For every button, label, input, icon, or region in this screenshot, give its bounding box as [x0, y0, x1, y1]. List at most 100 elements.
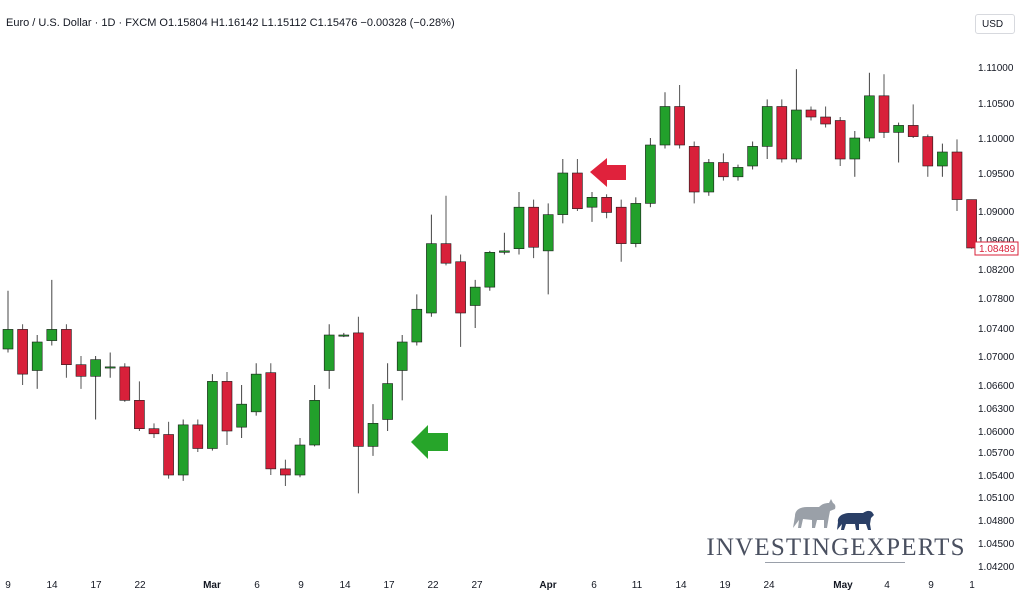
candle	[163, 421, 174, 479]
candle	[513, 192, 525, 255]
candle	[542, 203, 554, 295]
candle	[75, 356, 87, 389]
candle-body	[747, 146, 758, 167]
y-tick-label: 1.08200	[978, 265, 1015, 276]
y-tick-label: 1.06300	[978, 404, 1015, 415]
candle-body	[732, 167, 744, 178]
candle	[250, 363, 262, 416]
candle-body	[484, 252, 496, 288]
candle	[761, 99, 773, 159]
candle-body	[382, 383, 393, 420]
candle	[367, 404, 379, 456]
last-price-marker: 1.08489	[974, 241, 1019, 256]
last-price-box	[974, 241, 1019, 256]
x-tick-label: May	[833, 580, 853, 591]
candle-body	[601, 197, 612, 213]
x-tick-label: 6	[254, 580, 260, 591]
candle-body	[805, 109, 817, 118]
candle	[922, 134, 934, 177]
candle	[834, 117, 846, 166]
candle-body	[791, 109, 802, 160]
candle-body	[820, 116, 831, 125]
candle-body	[966, 199, 977, 249]
candle-body	[834, 120, 846, 160]
candle	[791, 69, 802, 163]
candles-layer	[2, 69, 977, 494]
x-tick-label: 9	[5, 580, 11, 591]
candle	[396, 335, 408, 401]
y-tick-label: 1.04800	[978, 516, 1015, 527]
candle	[2, 290, 14, 353]
candle-body	[688, 146, 700, 193]
candle-body	[119, 366, 131, 401]
candle-body	[61, 329, 72, 365]
candle	[61, 324, 72, 378]
candle-body	[148, 428, 160, 435]
x-tick-label: 19	[719, 580, 731, 591]
candle	[221, 371, 233, 445]
candle-body	[265, 372, 277, 470]
logo-underline	[765, 562, 905, 563]
x-tick-label: 17	[90, 580, 102, 591]
candle-body	[192, 424, 204, 449]
candle-body	[718, 162, 729, 178]
candle-body	[572, 172, 583, 210]
candle-body	[75, 364, 87, 377]
candle	[17, 324, 28, 385]
candle-body	[907, 125, 919, 137]
y-tick-label: 1.07800	[978, 294, 1015, 305]
candle	[864, 72, 875, 142]
candle-body	[528, 206, 539, 248]
candle	[353, 316, 364, 494]
candle	[46, 279, 58, 346]
candle	[499, 232, 510, 255]
y-tick-label: 1.04200	[978, 562, 1015, 573]
y-tick-label: 1.07400	[978, 324, 1015, 335]
candle	[703, 159, 715, 196]
candle-body	[761, 106, 773, 147]
candle-body	[703, 162, 715, 193]
up-arrow-annotation	[411, 425, 448, 459]
candle	[309, 385, 320, 447]
candle-body	[207, 381, 218, 449]
candle-body	[221, 381, 233, 432]
candle	[119, 363, 131, 402]
currency-selector[interactable]: USD	[975, 14, 1015, 34]
candle-body	[513, 206, 525, 249]
candle-body	[922, 136, 934, 167]
candle-body	[455, 261, 466, 314]
last-price-label: 1.08489	[979, 244, 1016, 255]
candle	[849, 131, 861, 177]
candle	[601, 194, 612, 219]
candle	[323, 324, 335, 389]
candle	[528, 199, 539, 259]
candle-body	[499, 250, 510, 253]
candle-body	[645, 144, 656, 204]
candle	[878, 74, 890, 138]
candle	[148, 423, 160, 438]
x-tick-label: 27	[471, 580, 483, 591]
y-tick-label: 1.09000	[978, 207, 1015, 218]
chart-title: Euro / U.S. Dollar · 1D · FXCM O1.15804 …	[6, 17, 455, 29]
candle	[951, 139, 963, 211]
y-tick-label: 1.05700	[978, 448, 1015, 459]
candle	[177, 419, 189, 481]
candle	[820, 106, 831, 128]
candle	[469, 279, 481, 328]
candle	[674, 85, 685, 149]
candle-body	[615, 206, 627, 244]
x-tick-label: Mar	[203, 580, 221, 591]
candle-body	[426, 243, 437, 314]
candle-body	[90, 359, 101, 377]
candle-body	[674, 106, 685, 146]
x-tick-label: 11	[632, 580, 643, 591]
investing-experts-logo: INVESTINGEXPERTS	[703, 494, 969, 574]
candle-body	[309, 400, 320, 446]
candle-body	[893, 125, 904, 133]
candle	[630, 197, 642, 248]
candle	[484, 250, 496, 291]
candle	[805, 106, 817, 121]
candle	[382, 363, 393, 431]
y-tick-label: 1.10500	[978, 99, 1015, 110]
